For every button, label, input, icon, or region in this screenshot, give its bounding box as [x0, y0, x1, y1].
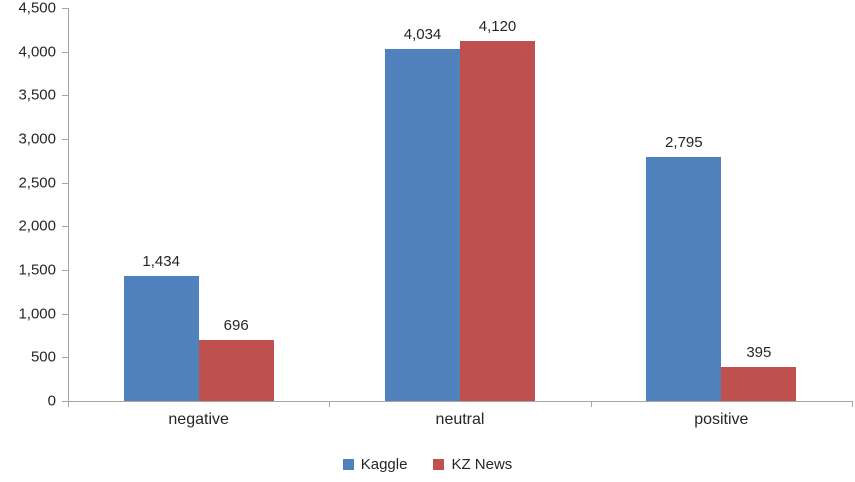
y-tick-mark: [62, 95, 68, 97]
y-tick-mark: [62, 8, 68, 9]
y-axis-line: [68, 8, 69, 402]
bar-kaggle-negative: [123, 276, 199, 401]
bar-value-label: 4,120: [478, 18, 517, 35]
bar-kaggle-positive: [646, 157, 722, 401]
y-tick-label: 2,000: [18, 217, 56, 235]
y-tick-mark: [62, 226, 68, 228]
y-tick-label: 0: [47, 392, 56, 410]
category-label-positive: positive: [694, 411, 749, 428]
x-tick-mark: [329, 401, 331, 407]
y-tick-label: 1,000: [18, 305, 56, 323]
y-tick-label: 4,000: [18, 43, 56, 61]
bar-value-label: 4,034: [403, 26, 442, 43]
bar-value-label: 395: [746, 344, 772, 361]
y-tick-label: 4,500: [18, 0, 56, 17]
x-tick-mark: [68, 401, 69, 407]
y-tick-mark: [62, 51, 68, 53]
y-tick-mark: [62, 313, 68, 315]
bar-kz-news-positive: [721, 367, 797, 401]
y-tick-mark: [62, 182, 68, 184]
legend-item-kaggle: Kaggle: [342, 456, 408, 473]
x-axis-line: [62, 401, 853, 402]
legend-swatch-icon: [342, 459, 354, 470]
y-tick-mark: [62, 270, 68, 271]
y-tick-label: 500: [30, 348, 56, 366]
legend-label: KZ News: [451, 456, 513, 473]
x-tick-mark: [852, 401, 853, 407]
y-tick-label: 3,500: [18, 86, 56, 104]
bar-kz-news-negative: [198, 340, 274, 401]
bar-kz-news-neutral: [460, 41, 535, 401]
category-label-neutral: neutral: [435, 411, 485, 428]
bar-value-label: 696: [223, 317, 249, 334]
bar-kaggle-neutral: [385, 49, 460, 401]
legend-swatch-icon: [433, 459, 445, 470]
chart-legend: Kaggle KZ News: [0, 457, 855, 472]
x-tick-mark: [590, 401, 592, 407]
y-tick-label: 3,000: [18, 130, 56, 148]
bar-value-label: 2,795: [665, 134, 703, 151]
y-tick-mark: [62, 139, 68, 140]
category-label-negative: negative: [168, 411, 229, 428]
legend-item-kz-news: KZ News: [433, 457, 512, 472]
bar-value-label: 1,434: [142, 253, 180, 270]
y-tick-label: 1,500: [18, 261, 56, 279]
y-tick-label: 2,500: [18, 174, 56, 192]
y-tick-mark: [62, 357, 68, 359]
legend-label: Kaggle: [360, 456, 408, 473]
